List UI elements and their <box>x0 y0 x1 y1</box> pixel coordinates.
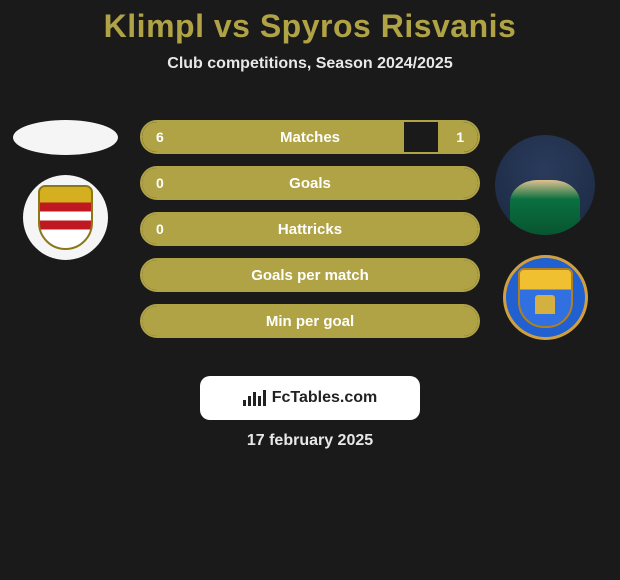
stat-label: Hattricks <box>142 221 478 238</box>
page-subtitle: Club competitions, Season 2024/2025 <box>0 55 620 73</box>
player2-club-logo <box>503 255 588 340</box>
stat-bar: 0Hattricks <box>140 212 480 246</box>
club-shield-icon <box>518 268 573 328</box>
stat-bar: Goals per match <box>140 258 480 292</box>
footer-date: 17 february 2025 <box>0 432 620 450</box>
player2-photo <box>495 135 595 235</box>
page-title: Klimpl vs Spyros Risvanis <box>0 8 620 45</box>
player1-avatar <box>13 120 118 155</box>
stats-bars: 61Matches 0Goals 0Hattricks Goals per match… <box>140 120 480 350</box>
stat-label: Min per goal <box>142 313 478 330</box>
stat-label: Goals <box>142 175 478 192</box>
player-left-column <box>8 120 123 260</box>
stat-label: Matches <box>142 129 478 146</box>
stat-bar: Min per goal <box>140 304 480 338</box>
stat-bar: 61Matches <box>140 120 480 154</box>
brand-logo: FcTables.com <box>200 376 420 420</box>
bar-chart-icon <box>243 390 266 406</box>
stat-label: Goals per match <box>142 267 478 284</box>
stat-bar: 0Goals <box>140 166 480 200</box>
club-shield-icon <box>38 185 93 250</box>
player1-club-logo <box>23 175 108 260</box>
player-right-column <box>490 135 600 340</box>
brand-text: FcTables.com <box>272 389 378 407</box>
